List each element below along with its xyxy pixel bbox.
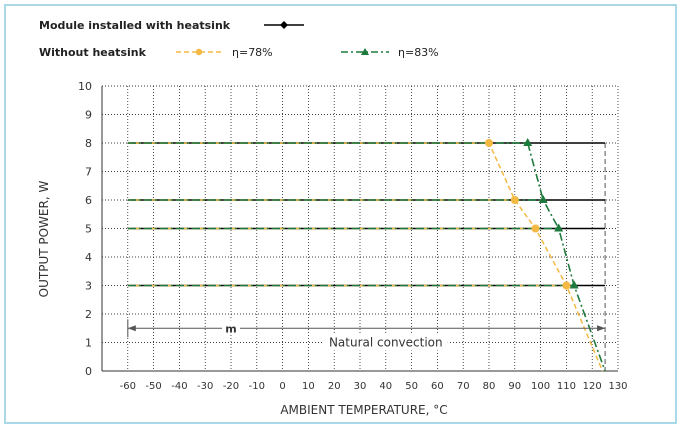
legend-triangle-marker-icon	[361, 48, 369, 55]
y-tick-label: 8	[85, 137, 92, 150]
x-tick-label: 130	[608, 381, 627, 392]
axes: -60 -50 -40 -30 -20 -10 0 10 20 30 40 50 60 70 80 90 100…	[78, 80, 628, 392]
chart-frame: Module installed with heatsink Without h…	[4, 4, 677, 424]
y-tick-label: 9	[85, 109, 92, 122]
x-tick-label: 20	[328, 381, 341, 392]
x-tick-label: -20	[223, 381, 239, 392]
y-tick-label: 4	[85, 251, 92, 264]
legend-with-heatsink-label: Module installed with heatsink	[39, 19, 231, 32]
y-tick-label: 0	[85, 365, 92, 378]
arrow-left-icon	[127, 325, 136, 332]
series-line-eta83	[127, 142, 606, 372]
y-tick-label: 10	[78, 80, 92, 93]
eta83-marker	[554, 223, 564, 232]
x-tick-label: -40	[171, 381, 187, 392]
y-tick-label: 2	[85, 308, 92, 321]
x-tick-label: 50	[405, 381, 418, 392]
range-label: m	[225, 322, 236, 335]
x-tick-label: -10	[249, 381, 265, 392]
x-tick-label: 0	[279, 381, 285, 392]
legend-diamond-icon	[280, 21, 288, 29]
y-tick-label: 1	[85, 337, 92, 350]
eta78-marker	[485, 139, 493, 147]
eta83-marker	[523, 138, 533, 146]
eta78-marker	[531, 224, 540, 233]
x-tick-label: 30	[354, 381, 367, 392]
x-tick-label: -50	[145, 381, 161, 392]
y-tick-label: 5	[85, 223, 92, 236]
annotations: m Natural convection	[127, 319, 606, 351]
convection-label: Natural convection	[329, 336, 443, 350]
legend-eta78-label: η=78%	[232, 46, 273, 59]
convection-label-bg	[323, 334, 448, 351]
x-tick-label: 100	[531, 381, 550, 392]
legend-without-heatsink-label: Without heatsink	[39, 46, 147, 59]
eta78-marker	[510, 196, 519, 204]
x-tick-label: 110	[557, 381, 576, 392]
derating-chart: Module installed with heatsink Without h…	[37, 19, 628, 417]
eta83-marker	[569, 280, 579, 289]
legend: Module installed with heatsink Without h…	[39, 19, 439, 59]
x-tick-label: -30	[197, 381, 213, 392]
eta78-marker	[562, 281, 571, 290]
arrow-right-icon	[597, 325, 606, 332]
legend-eta83-label: η=83%	[398, 46, 439, 59]
y-tick-label: 7	[85, 166, 92, 179]
markers-layer	[485, 138, 579, 290]
series-layer	[127, 142, 606, 372]
x-tick-label: 120	[583, 381, 602, 392]
x-tick-label: 70	[457, 381, 470, 392]
x-tick-label: 10	[302, 381, 315, 392]
legend-circle-marker-icon	[195, 48, 203, 56]
range-label-bg	[222, 320, 240, 335]
x-axis-label: AMBIENT TEMPERATURE, °C	[280, 403, 447, 417]
x-tick-label: 90	[508, 381, 521, 392]
x-tick-label: -60	[120, 381, 136, 392]
y-tick-label: 6	[85, 194, 92, 207]
x-tick-label: 40	[379, 381, 392, 392]
eta83-marker	[538, 195, 548, 203]
x-tick-label: 60	[431, 381, 444, 392]
y-tick-label: 3	[85, 280, 92, 293]
x-tick-label: 80	[483, 381, 496, 392]
y-axis-label: OUTPUT POWER, W	[37, 181, 51, 298]
